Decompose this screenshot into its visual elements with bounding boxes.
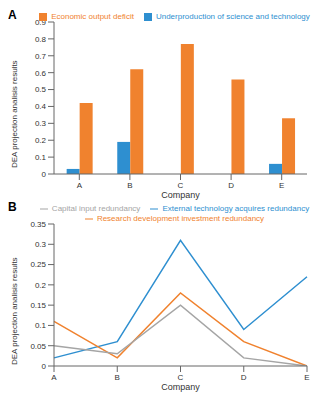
svg-text:0.1: 0.1	[35, 153, 47, 162]
svg-text:0.2: 0.2	[35, 281, 47, 290]
svg-text:0.9: 0.9	[35, 18, 47, 27]
svg-text:0.05: 0.05	[30, 342, 46, 351]
svg-text:B: B	[127, 181, 132, 190]
html-text:B: B	[8, 200, 17, 214]
svg-text:D: D	[241, 373, 247, 382]
html-text:Underproduction of science and: Underproduction of science and technolog…	[155, 12, 310, 21]
svg-text:0.1: 0.1	[35, 321, 47, 330]
svg-text:Company: Company	[161, 190, 200, 200]
html-text:A: A	[8, 8, 17, 22]
svg-text:B: B	[115, 373, 120, 382]
svg-text:A: A	[51, 373, 57, 382]
svg-text:0.15: 0.15	[30, 301, 46, 310]
svg-text:Company: Company	[161, 382, 200, 392]
svg-text:0.6: 0.6	[35, 69, 47, 78]
svg-text:DEA projection analisis result: DEA projection analisis results	[10, 60, 19, 168]
svg-text:E: E	[304, 373, 309, 382]
html-text:Capital input redundancy: Capital input redundancy	[51, 204, 141, 213]
svg-text:C: C	[178, 181, 184, 190]
svg-text:C: C	[178, 373, 184, 382]
svg-text:0.3: 0.3	[35, 240, 47, 249]
html-text:External technology acquires r: External technology acquires redundancy	[162, 204, 310, 213]
svg-text:0.7: 0.7	[35, 52, 47, 61]
svg-text:0: 0	[42, 170, 47, 179]
svg-text:0.8: 0.8	[35, 35, 47, 44]
svg-text:D: D	[228, 181, 234, 190]
svg-text:0.35: 0.35	[30, 220, 46, 229]
svg-text:DEA projection analisis result: DEA projection analisis results	[10, 257, 19, 365]
html-text:Research development investmen: Research development investment redundan…	[96, 214, 265, 223]
svg-text:0.4: 0.4	[35, 102, 47, 111]
svg-text:0.5: 0.5	[35, 85, 47, 94]
svg-text:0: 0	[42, 362, 47, 371]
svg-text:0.25: 0.25	[30, 260, 46, 269]
html-text:Economic output deficit: Economic output deficit	[51, 12, 134, 21]
svg-text:E: E	[279, 181, 284, 190]
svg-text:0.3: 0.3	[35, 119, 47, 128]
svg-text:0.2: 0.2	[35, 136, 47, 145]
svg-text:A: A	[77, 181, 83, 190]
